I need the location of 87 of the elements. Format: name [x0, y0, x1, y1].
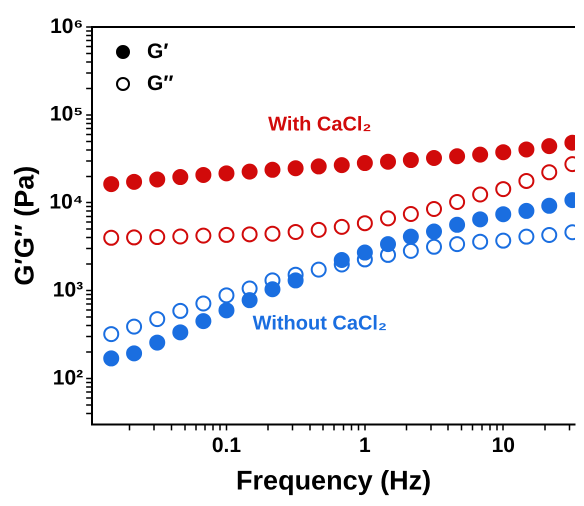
point — [242, 226, 258, 242]
point — [149, 229, 166, 246]
point — [218, 302, 234, 318]
point — [288, 160, 304, 176]
annotation: G″ — [147, 72, 174, 96]
point — [149, 334, 166, 351]
point — [495, 144, 512, 160]
point — [334, 218, 350, 235]
point — [218, 226, 234, 243]
point — [356, 155, 373, 172]
point — [218, 287, 234, 304]
point — [126, 229, 142, 246]
x-tick-label: 1 — [359, 434, 372, 457]
x-axis-title: Frequency (Hz) — [236, 465, 432, 496]
point — [103, 230, 120, 246]
point — [449, 236, 466, 252]
point — [195, 313, 212, 330]
point — [426, 238, 442, 255]
y-tick-label: 10⁴ — [49, 190, 84, 214]
point — [334, 157, 350, 174]
point — [402, 206, 419, 222]
point — [518, 172, 534, 189]
y-tick-label: 10³ — [52, 278, 84, 302]
point — [103, 350, 120, 366]
point — [310, 262, 327, 278]
point — [449, 194, 466, 210]
point — [172, 169, 188, 186]
point — [264, 162, 280, 178]
point — [264, 281, 280, 298]
point — [402, 228, 419, 245]
point — [402, 242, 419, 259]
point — [126, 345, 142, 362]
point — [126, 174, 142, 190]
point — [472, 146, 488, 163]
point — [518, 141, 534, 158]
point — [149, 311, 166, 328]
y-tick-label: 10² — [52, 366, 84, 390]
point — [334, 252, 350, 268]
point — [472, 234, 488, 250]
point — [288, 224, 304, 240]
point — [426, 150, 442, 166]
point — [495, 181, 512, 198]
point — [356, 215, 373, 232]
point — [242, 292, 258, 308]
point — [495, 232, 512, 249]
point — [541, 227, 558, 244]
y-axis-title: G′G″ (Pa) — [10, 166, 40, 286]
x-tick-label: 10 — [492, 434, 515, 457]
point — [380, 210, 396, 226]
point — [426, 224, 442, 240]
point — [541, 138, 558, 154]
point — [218, 165, 234, 182]
point — [518, 228, 534, 245]
x-tick-label: 0.1 — [212, 434, 242, 457]
point — [103, 176, 120, 192]
point — [380, 154, 396, 170]
point — [495, 206, 512, 222]
point — [264, 226, 280, 242]
point — [449, 216, 466, 233]
point — [195, 296, 212, 312]
point — [541, 164, 558, 180]
point — [449, 148, 466, 164]
point — [195, 228, 212, 244]
series-label: Without CaCl₂ — [252, 312, 387, 335]
point — [310, 222, 327, 238]
point — [242, 164, 258, 180]
point — [310, 158, 327, 174]
point — [472, 211, 488, 228]
point — [541, 198, 558, 214]
point — [172, 302, 188, 319]
point — [402, 152, 419, 168]
annotation: G′ — [147, 40, 168, 64]
point — [126, 318, 142, 335]
point — [518, 202, 534, 219]
point — [149, 171, 166, 188]
point — [103, 326, 120, 342]
point — [172, 228, 188, 244]
point — [380, 236, 396, 252]
y-tick-label: 10⁵ — [50, 102, 84, 126]
point — [172, 324, 188, 340]
point — [195, 166, 212, 183]
point — [472, 186, 488, 203]
point — [288, 272, 304, 288]
y-tick-label: 10⁶ — [50, 14, 84, 38]
series-label: With CaCl₂ — [268, 114, 372, 136]
point — [356, 244, 373, 261]
point — [426, 200, 442, 217]
